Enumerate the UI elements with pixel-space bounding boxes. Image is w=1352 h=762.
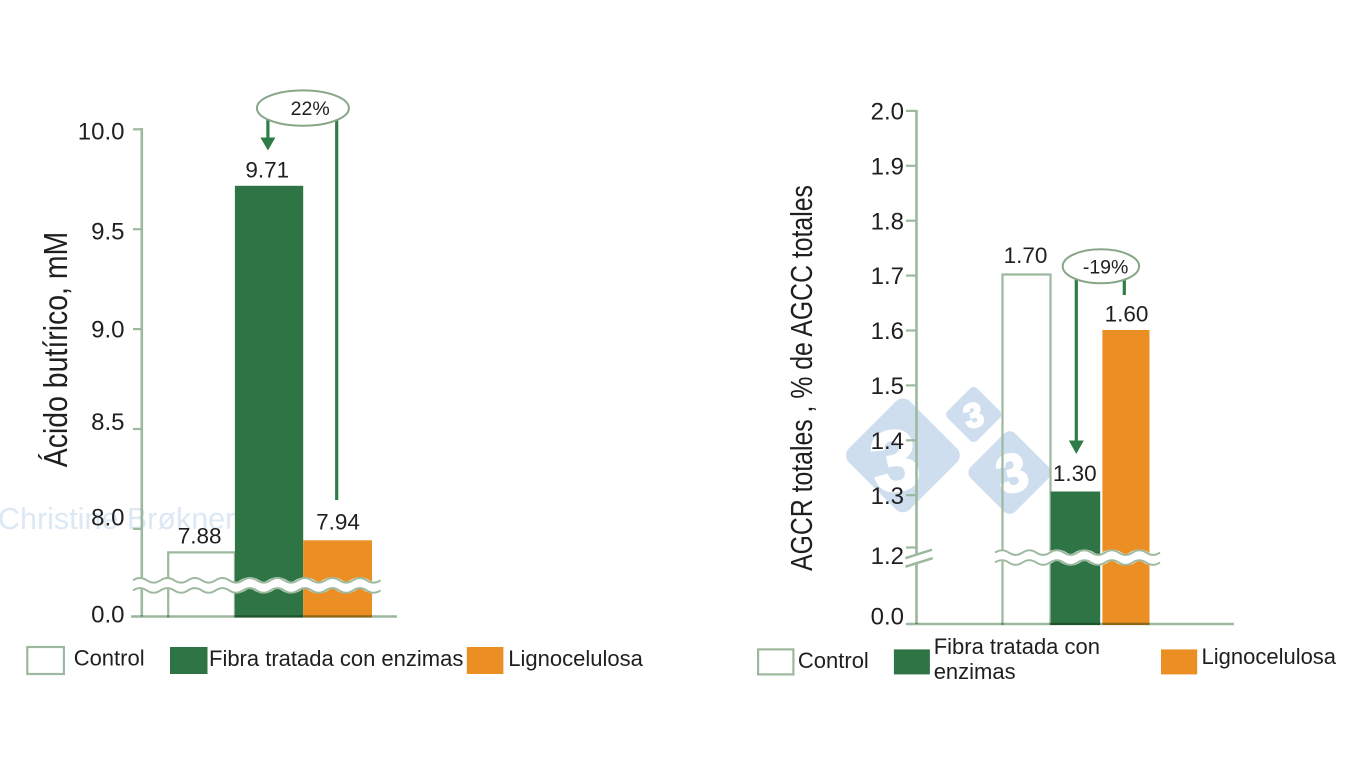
svg-text:Ácido butírico, mM: Ácido butírico, mM xyxy=(37,232,74,467)
svg-text:22%: 22% xyxy=(291,98,330,120)
svg-text:8.5: 8.5 xyxy=(91,409,124,436)
svg-text:1.60: 1.60 xyxy=(1105,302,1149,327)
svg-text:Lignocelulosa: Lignocelulosa xyxy=(508,646,643,671)
svg-text:0.0: 0.0 xyxy=(871,604,904,631)
svg-text:9.71: 9.71 xyxy=(245,158,289,183)
svg-text:enzimas: enzimas xyxy=(934,659,1016,684)
svg-text:1.3: 1.3 xyxy=(871,483,904,510)
svg-text:Control: Control xyxy=(74,646,145,671)
svg-text:1.4: 1.4 xyxy=(871,428,904,455)
svg-text:-19%: -19% xyxy=(1083,257,1129,279)
svg-text:2.0: 2.0 xyxy=(871,99,904,126)
svg-text:1.6: 1.6 xyxy=(871,318,904,345)
svg-text:1.2: 1.2 xyxy=(871,543,904,570)
svg-text:0.0: 0.0 xyxy=(91,602,124,629)
svg-text:Fibra tratada con enzimas: Fibra tratada con enzimas xyxy=(209,646,463,671)
svg-text:1.8: 1.8 xyxy=(871,208,904,235)
svg-text:AGCR totales , % de AGCC total: AGCR totales , % de AGCC totales xyxy=(784,185,818,571)
svg-text:7.88: 7.88 xyxy=(178,524,222,549)
svg-text:10.0: 10.0 xyxy=(78,118,125,145)
svg-text:9.5: 9.5 xyxy=(91,219,124,246)
svg-text:Control: Control xyxy=(798,648,869,673)
svg-text:1.30: 1.30 xyxy=(1053,461,1097,486)
svg-text:7.94: 7.94 xyxy=(316,510,360,535)
svg-text:1.9: 1.9 xyxy=(871,153,904,180)
svg-text:1.7: 1.7 xyxy=(871,263,904,290)
svg-text:3: 3 xyxy=(990,441,1035,507)
svg-text:1.70: 1.70 xyxy=(1004,243,1048,268)
svg-text:1.5: 1.5 xyxy=(871,373,904,400)
svg-text:8.0: 8.0 xyxy=(91,505,124,532)
svg-text:Christine Brøkner: Christine Brøkner xyxy=(0,502,235,536)
svg-text:Lignocelulosa: Lignocelulosa xyxy=(1202,644,1337,669)
svg-text:9.0: 9.0 xyxy=(91,317,124,344)
svg-text:Fibra tratada con: Fibra tratada con xyxy=(934,634,1100,659)
